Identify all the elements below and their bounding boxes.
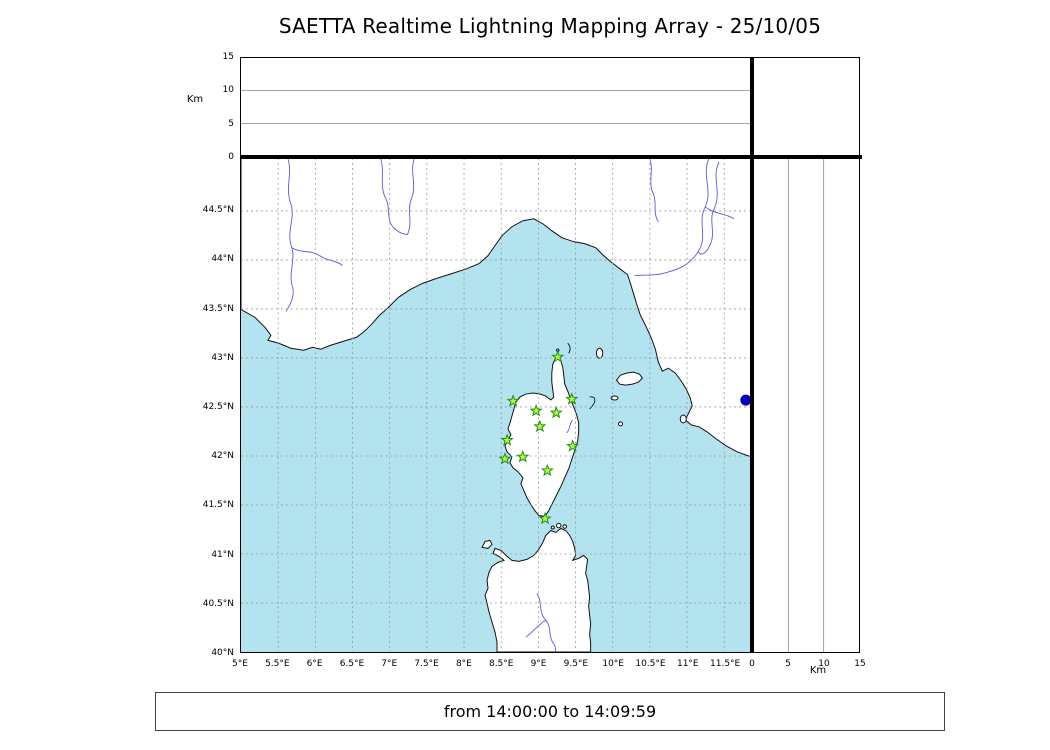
sardinia-island xyxy=(484,527,592,652)
station-marker xyxy=(533,419,547,433)
lon-tick-label: 6°E xyxy=(306,659,323,669)
station-marker xyxy=(498,452,512,465)
station-marker xyxy=(551,350,565,363)
detection-dot xyxy=(740,394,751,406)
lon-tick-label: 9°E xyxy=(530,659,547,669)
station-marker xyxy=(500,433,514,446)
river-line xyxy=(648,158,659,222)
altitude-latitude-canvas xyxy=(787,158,825,652)
pianosa-island xyxy=(610,395,619,401)
altitude-axis-label-top: Km xyxy=(186,94,204,105)
river-line xyxy=(291,247,343,266)
river-line xyxy=(704,206,735,220)
capraia-island xyxy=(595,347,604,359)
lat-tick-label: 43.5°N xyxy=(202,303,234,314)
map-canvas xyxy=(241,158,751,652)
altitude-longitude-panel xyxy=(240,57,752,157)
river-line xyxy=(525,619,547,638)
asinara-island xyxy=(481,539,493,549)
altitude-tick-label: 5 xyxy=(785,659,791,669)
lon-tick-label: 7.5°E xyxy=(414,659,439,669)
lat-tick-label: 42.5°N xyxy=(202,401,234,412)
maddalena-island xyxy=(550,525,555,530)
altitude-tick-label: 10 xyxy=(222,85,234,96)
landmasses xyxy=(241,158,751,652)
lon-tick-label: 5.5°E xyxy=(265,659,290,669)
altitude-tick-label: 0 xyxy=(228,152,234,162)
lon-tick-label: 8°E xyxy=(455,659,472,669)
geographic-map-panel xyxy=(240,157,752,653)
station-markers xyxy=(498,350,580,525)
lon-tick-label: 8.5°E xyxy=(488,659,514,669)
figure-title: SAETTA Realtime Lightning Mapping Array … xyxy=(278,14,822,38)
river-line xyxy=(566,419,574,434)
altitude-tick-label: 15 xyxy=(854,659,866,669)
time-range-text: from 14:00:00 to 14:09:59 xyxy=(443,702,657,721)
altitude-gridlines xyxy=(787,158,825,652)
altitude-tick-label: 10 xyxy=(818,659,830,669)
lon-tick-label: 9.5°E xyxy=(563,659,589,669)
altitude-tick-label: 0 xyxy=(749,659,755,669)
altitude-tick-label: 5 xyxy=(228,118,234,129)
mainland-coast xyxy=(241,158,751,458)
river-line xyxy=(536,592,557,652)
giglio-island xyxy=(679,414,687,424)
lon-tick-label: 11°E xyxy=(676,659,699,669)
station-marker xyxy=(549,405,563,419)
station-marker xyxy=(506,394,520,407)
river-line xyxy=(406,158,415,235)
lat-tick-label: 40°N xyxy=(211,648,234,658)
lon-tick-label: 10.5°E xyxy=(635,659,666,669)
lon-tick-label: 6.5°E xyxy=(339,659,365,669)
station-marker xyxy=(565,439,580,452)
lat-tick-label: 41°N xyxy=(211,549,234,560)
rivers xyxy=(285,158,735,652)
islet-mark xyxy=(567,342,571,354)
corner-panel xyxy=(752,57,860,157)
lat-tick-label: 42°N xyxy=(211,451,234,462)
corsica-island xyxy=(504,354,580,518)
altitude-axis-label-right: Km xyxy=(809,665,827,676)
lat-tick-label: 43°N xyxy=(211,352,234,363)
lon-tick-label: 5°E xyxy=(232,659,248,669)
time-range-status: from 14:00:00 to 14:09:59 xyxy=(155,692,945,731)
elba-island xyxy=(615,371,644,386)
panel-divider-horizontal xyxy=(240,155,862,159)
lon-tick-label: 10°E xyxy=(602,659,624,669)
lon-tick-label: 11.5°E xyxy=(710,659,741,669)
map-gridlines xyxy=(241,158,751,652)
montecristo-island xyxy=(618,421,624,427)
maddalena-island xyxy=(562,524,568,529)
altitude-longitude-canvas xyxy=(241,90,751,124)
lat-tick-label: 40.5°N xyxy=(202,598,234,609)
station-marker xyxy=(538,511,552,525)
altitude-gridlines xyxy=(241,90,751,124)
station-marker xyxy=(529,403,543,417)
station-marker xyxy=(565,392,579,405)
detection-markers xyxy=(740,394,751,406)
lat-tick-label: 44°N xyxy=(211,254,234,265)
river-line xyxy=(380,158,408,236)
panel-divider-vertical xyxy=(750,57,754,653)
altitude-tick-label: 15 xyxy=(222,52,234,62)
altitude-latitude-panel xyxy=(752,157,860,653)
station-marker xyxy=(516,450,530,463)
maddalena-island xyxy=(556,522,562,529)
station-marker xyxy=(540,463,554,477)
lat-tick-label: 44.5°N xyxy=(202,205,234,216)
river-line xyxy=(697,161,720,255)
lon-tick-label: 7°E xyxy=(381,659,398,669)
lat-tick-label: 41.5°N xyxy=(202,500,234,511)
